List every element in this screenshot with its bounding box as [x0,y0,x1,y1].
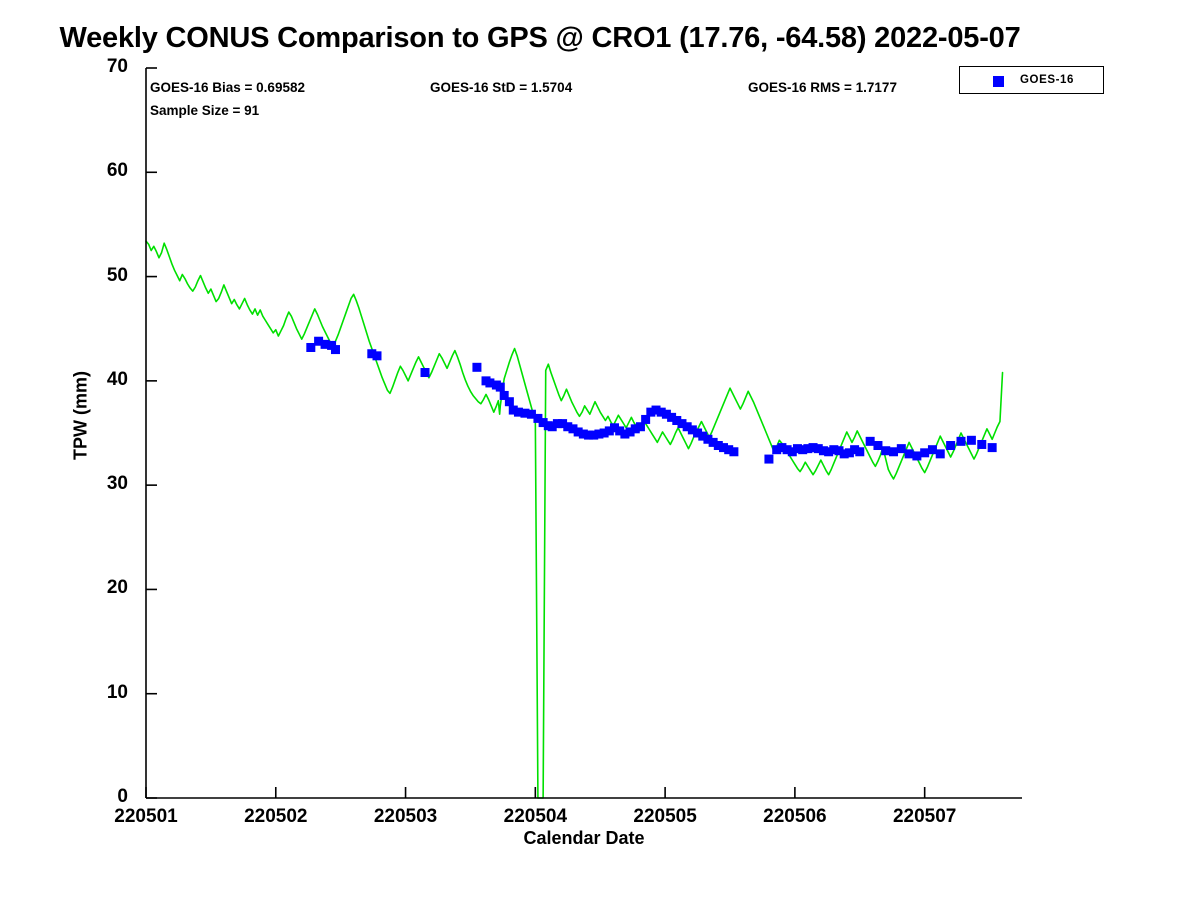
stat-sample-size: Sample Size = 91 [150,103,260,118]
goes16-marker-series [306,336,997,464]
y-tick-label: 20 [106,577,128,599]
x-tick-label: 220501 [114,806,178,827]
stat-bias: GOES-16 Bias = 0.69582 [150,80,305,95]
y-tick-label: 50 [106,264,128,286]
axis-lines [145,68,1022,799]
y-tick-label: 70 [106,56,128,77]
legend-marker-goes16 [993,76,1004,87]
y-tick-label: 60 [106,160,128,182]
legend: GOES-16 [959,66,1104,94]
x-tick-label: 220507 [892,806,957,827]
page-title: Weekly CONUS Comparison to GPS @ CRO1 (1… [59,22,1021,54]
gps-line-series [145,240,1004,799]
x-tick-label: 220502 [244,806,308,827]
x-tick-label: 220505 [633,806,697,827]
axis-ticks [145,67,926,799]
y-tick-label: 40 [106,368,128,390]
legend-label-goes16: GOES-16 [1020,74,1075,86]
x-tick-label: 220504 [503,806,568,827]
y-tick-label: 10 [106,681,128,703]
x-axis-label: Calendar Date [523,828,645,848]
x-tick-label: 220506 [763,806,827,827]
stat-std: GOES-16 StD = 1.5704 [430,80,573,95]
stat-rms: GOES-16 RMS = 1.7177 [748,80,897,95]
y-tick-label: 0 [117,786,128,807]
y-tick-label: 30 [106,473,128,495]
x-tick-label: 220503 [373,806,438,827]
